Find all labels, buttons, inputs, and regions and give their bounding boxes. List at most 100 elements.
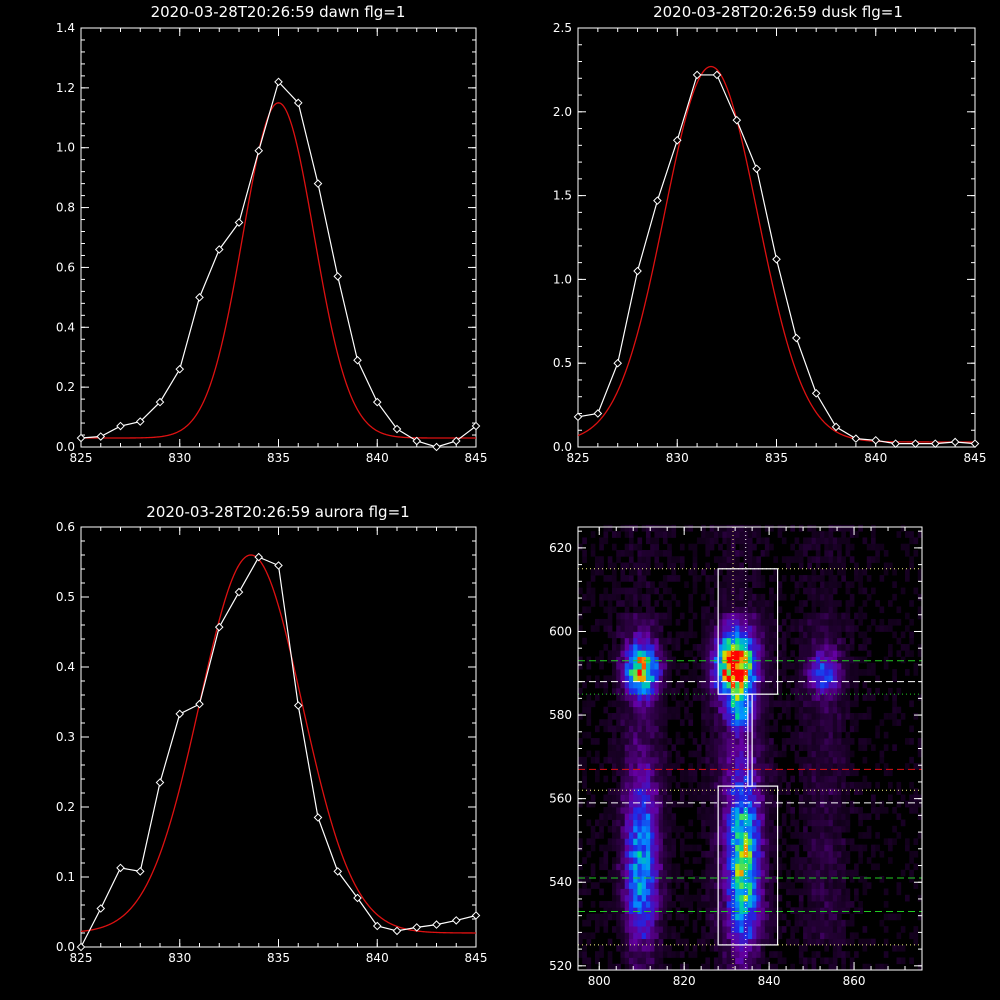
heatmap-cell	[913, 763, 919, 770]
heatmap-cell	[743, 612, 749, 620]
heatmap-cell	[743, 819, 749, 827]
heatmap-cell	[654, 894, 660, 902]
heatmap-cell	[705, 587, 711, 595]
heatmap-cell	[756, 794, 762, 802]
heatmap-cell	[735, 669, 740, 676]
heatmap-cell	[705, 832, 711, 839]
heatmap-cell	[781, 556, 787, 563]
heatmap-cell	[917, 794, 923, 802]
heatmap-cell	[739, 593, 745, 601]
heatmap-cell	[858, 644, 863, 651]
heatmap-cell	[654, 562, 660, 570]
heatmap-cell	[769, 543, 774, 551]
heatmap-cell	[862, 882, 868, 889]
heatmap-cell	[760, 938, 766, 946]
heatmap-cell	[718, 894, 723, 902]
heatmap-cell	[909, 618, 914, 626]
heatmap-cell	[786, 694, 791, 701]
heatmap-cell	[811, 725, 817, 733]
heatmap-cell	[633, 625, 638, 632]
heatmap-cell	[637, 669, 643, 676]
heatmap-cell	[747, 807, 753, 814]
heatmap-cell	[684, 844, 689, 852]
heatmap-cell	[739, 807, 745, 814]
panel-2-data-point	[76, 942, 86, 952]
heatmap-cell	[688, 907, 694, 914]
heatmap-cell	[611, 794, 617, 802]
heatmap-cell	[713, 888, 719, 896]
heatmap-cell	[756, 631, 762, 639]
heatmap-cell	[726, 612, 732, 620]
heatmap-cell	[586, 888, 592, 896]
heatmap-cell	[637, 769, 643, 777]
heatmap-cell	[641, 844, 647, 852]
heatmap-cell	[603, 725, 609, 733]
heatmap-cell	[883, 712, 889, 720]
heatmap-cell	[794, 869, 800, 877]
heatmap-cell	[815, 637, 821, 645]
heatmap-cell	[594, 725, 600, 733]
heatmap-cell	[798, 875, 804, 883]
heatmap-cell	[909, 631, 914, 639]
heatmap-cell	[769, 901, 774, 908]
heatmap-cell	[611, 894, 617, 902]
heatmap-cell	[786, 807, 791, 814]
heatmap-cell	[781, 725, 787, 733]
heatmap-cell	[820, 731, 825, 739]
heatmap-cell	[709, 600, 715, 607]
heatmap-cell	[828, 875, 834, 883]
heatmap-cell	[777, 869, 783, 877]
heatmap-cell	[611, 662, 617, 670]
heatmap-cell	[722, 932, 728, 940]
heatmap-cell	[671, 531, 677, 538]
heatmap-cell	[641, 907, 647, 914]
heatmap-cell	[798, 712, 804, 720]
heatmap-cell	[650, 631, 655, 639]
heatmap-cell	[713, 706, 719, 714]
panel-0-xtick-label: 840	[366, 451, 389, 465]
heatmap-cell	[794, 637, 800, 645]
heatmap-cell	[888, 600, 893, 607]
panel-1-data-point	[732, 115, 742, 125]
heatmap-cell	[790, 731, 795, 739]
heatmap-cell	[773, 781, 779, 789]
heatmap-cell	[854, 869, 859, 877]
heatmap-cell	[616, 612, 621, 620]
heatmap-cell	[628, 556, 634, 563]
heatmap-cell	[743, 944, 749, 952]
heatmap-cell	[726, 631, 732, 639]
heatmap-cell	[845, 807, 851, 814]
heatmap-cell	[803, 788, 808, 795]
heatmap-cell	[807, 618, 812, 626]
heatmap-cell	[824, 869, 829, 877]
heatmap-cell	[832, 537, 838, 545]
heatmap-cell	[747, 819, 753, 827]
heatmap-cell	[820, 794, 825, 802]
heatmap-cell	[866, 706, 872, 714]
heatmap-cell	[747, 700, 753, 708]
heatmap-cell	[777, 531, 783, 538]
heatmap-cell	[645, 781, 651, 789]
heatmap-cell	[849, 543, 855, 551]
heatmap-cell	[769, 725, 774, 733]
heatmap-cell	[841, 844, 846, 852]
heatmap-cell	[578, 838, 583, 846]
heatmap-cell	[807, 938, 812, 946]
heatmap-cell	[811, 819, 817, 827]
heatmap-cell	[832, 662, 838, 670]
heatmap-cell	[662, 781, 668, 789]
heatmap-cell	[798, 524, 804, 532]
heatmap-cell	[620, 857, 626, 864]
heatmap-cell	[628, 625, 634, 632]
heatmap-cell	[811, 706, 817, 714]
heatmap-cell	[909, 807, 914, 814]
heatmap-cell	[769, 938, 774, 946]
heatmap-cell	[858, 875, 863, 883]
heatmap-cell	[705, 857, 711, 864]
heatmap-cell	[713, 819, 719, 827]
heatmap-cell	[654, 549, 660, 557]
heatmap-cell	[769, 888, 774, 896]
heatmap-cell	[722, 593, 728, 601]
heatmap-cell	[909, 756, 914, 764]
heatmap-cell	[722, 725, 728, 733]
